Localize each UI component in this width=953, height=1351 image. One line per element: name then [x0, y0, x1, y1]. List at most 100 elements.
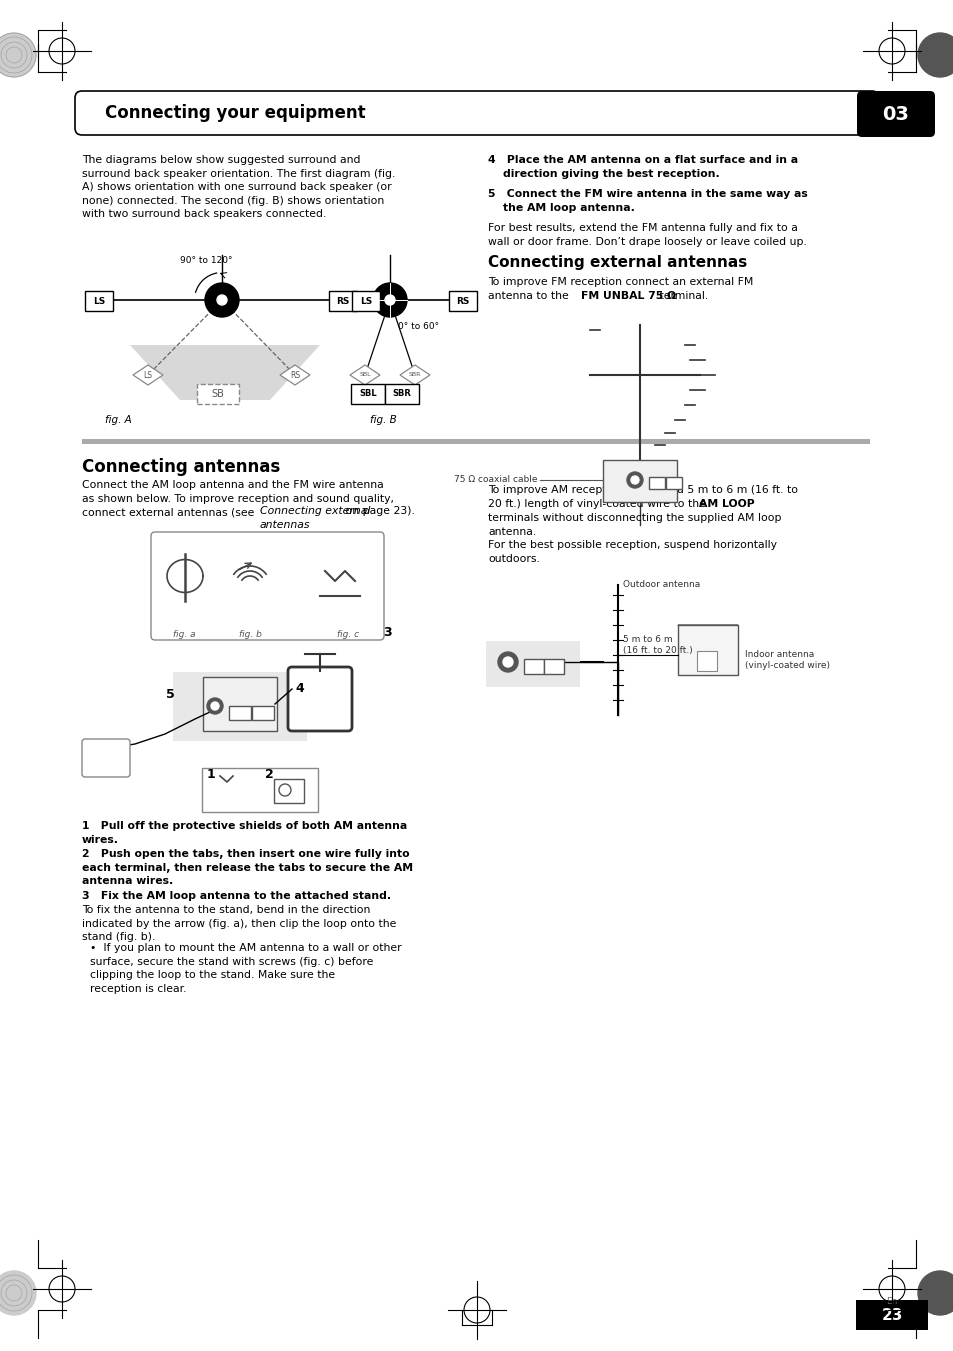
Text: fig. b: fig. b [238, 630, 261, 639]
Text: 1: 1 [207, 767, 215, 781]
Text: 1   Pull off the protective shields of both AM antenna
wires.: 1 Pull off the protective shields of bot… [82, 821, 407, 844]
FancyBboxPatch shape [202, 767, 317, 812]
Text: SB: SB [212, 389, 224, 399]
FancyBboxPatch shape [196, 384, 239, 404]
Text: The diagrams below show suggested surround and
surround back speaker orientation: The diagrams below show suggested surrou… [82, 155, 395, 219]
Text: 2: 2 [265, 767, 274, 781]
Circle shape [216, 295, 227, 305]
Circle shape [385, 295, 395, 305]
Text: Connecting antennas: Connecting antennas [82, 458, 280, 476]
Text: terminals without disconnecting the supplied AM loop
antenna.
For the best possi: terminals without disconnecting the supp… [488, 513, 781, 563]
Circle shape [917, 1271, 953, 1315]
Text: RS: RS [336, 296, 350, 305]
Text: fig. B: fig. B [370, 415, 396, 426]
Text: fig. A: fig. A [105, 415, 132, 426]
FancyBboxPatch shape [229, 707, 251, 720]
Text: Connecting your equipment: Connecting your equipment [105, 104, 365, 122]
Text: SBR: SBR [392, 389, 411, 399]
FancyBboxPatch shape [449, 290, 476, 311]
FancyBboxPatch shape [648, 477, 664, 489]
Polygon shape [399, 365, 430, 385]
Text: Outdoor antenna: Outdoor antenna [622, 580, 700, 589]
FancyBboxPatch shape [203, 677, 276, 731]
Text: Connecting external antennas: Connecting external antennas [488, 255, 746, 270]
Text: 3   Fix the AM loop antenna to the attached stand.: 3 Fix the AM loop antenna to the attache… [82, 892, 391, 901]
Text: fig. a: fig. a [172, 630, 195, 639]
FancyBboxPatch shape [82, 439, 869, 444]
Text: on page 23).: on page 23). [341, 507, 415, 516]
Text: SBL: SBL [359, 389, 376, 399]
Text: LS: LS [92, 296, 105, 305]
Circle shape [205, 282, 239, 317]
Text: SBL: SBL [359, 373, 371, 377]
Text: 3: 3 [382, 626, 392, 639]
Text: 5 m to 6 m
(16 ft. to 20 ft.): 5 m to 6 m (16 ft. to 20 ft.) [622, 635, 692, 655]
FancyBboxPatch shape [274, 780, 304, 802]
FancyBboxPatch shape [329, 290, 356, 311]
Polygon shape [132, 365, 163, 385]
FancyBboxPatch shape [351, 384, 385, 404]
FancyBboxPatch shape [665, 477, 681, 489]
Text: 5: 5 [166, 688, 174, 701]
Circle shape [497, 653, 517, 671]
Text: 0° to 60°: 0° to 60° [397, 322, 438, 331]
FancyBboxPatch shape [288, 667, 352, 731]
FancyBboxPatch shape [543, 659, 563, 674]
FancyBboxPatch shape [523, 659, 543, 674]
Text: LS: LS [359, 296, 372, 305]
Text: RS: RS [290, 370, 300, 380]
FancyBboxPatch shape [85, 290, 112, 311]
Circle shape [0, 1271, 36, 1315]
Text: 5   Connect the FM wire antenna in the same way as
    the AM loop antenna.: 5 Connect the FM wire antenna in the sam… [488, 189, 807, 212]
Circle shape [626, 471, 642, 488]
Circle shape [207, 698, 223, 713]
Polygon shape [678, 626, 738, 661]
Text: terminal.: terminal. [656, 290, 707, 301]
Text: Connect the AM loop antenna and the FM wire antenna
as shown below. To improve r: Connect the AM loop antenna and the FM w… [82, 480, 394, 517]
Circle shape [502, 657, 513, 667]
Text: To fix the antenna to the stand, bend in the direction
indicated by the arrow (f: To fix the antenna to the stand, bend in… [82, 905, 395, 942]
FancyBboxPatch shape [856, 91, 934, 136]
FancyBboxPatch shape [385, 384, 418, 404]
Circle shape [373, 282, 407, 317]
Text: FM UNBAL 75 Ω: FM UNBAL 75 Ω [580, 290, 676, 301]
FancyBboxPatch shape [82, 739, 130, 777]
Text: 4   Place the AM antenna on a flat surface and in a
    direction giving the bes: 4 Place the AM antenna on a flat surface… [488, 155, 798, 178]
Text: 90° to 120°: 90° to 120° [180, 255, 233, 265]
Text: To improve AM reception, connect a 5 m to 6 m (16 ft. to
20 ft.) length of vinyl: To improve AM reception, connect a 5 m t… [488, 485, 797, 508]
FancyBboxPatch shape [485, 640, 579, 688]
Polygon shape [350, 365, 379, 385]
Circle shape [0, 32, 36, 77]
Text: Indoor antenna
(vinyl-coated wire): Indoor antenna (vinyl-coated wire) [744, 650, 829, 670]
Polygon shape [130, 345, 319, 400]
Circle shape [278, 784, 291, 796]
FancyBboxPatch shape [602, 459, 677, 503]
FancyBboxPatch shape [352, 290, 379, 311]
FancyBboxPatch shape [252, 707, 274, 720]
Text: 03: 03 [882, 104, 908, 123]
Polygon shape [280, 365, 310, 385]
Text: •  If you plan to mount the AM antenna to a wall or other
surface, secure the st: • If you plan to mount the AM antenna to… [90, 943, 401, 994]
FancyBboxPatch shape [172, 671, 307, 740]
FancyBboxPatch shape [697, 651, 717, 671]
FancyBboxPatch shape [151, 532, 384, 640]
Text: 4: 4 [294, 682, 303, 694]
Text: 2   Push open the tabs, then insert one wire fully into
each terminal, then rele: 2 Push open the tabs, then insert one wi… [82, 848, 413, 886]
Text: Connecting external
antennas: Connecting external antennas [260, 507, 370, 530]
Text: 23: 23 [881, 1308, 902, 1323]
Text: RS: RS [456, 296, 469, 305]
FancyBboxPatch shape [678, 626, 738, 676]
Circle shape [917, 32, 953, 77]
Circle shape [211, 703, 219, 711]
Circle shape [630, 476, 639, 484]
Text: SBR: SBR [409, 373, 420, 377]
Text: LS: LS [143, 370, 152, 380]
FancyBboxPatch shape [75, 91, 878, 135]
Text: For best results, extend the FM antenna fully and fix to a
wall or door frame. D: For best results, extend the FM antenna … [488, 223, 806, 247]
Text: 75 Ω coaxial cable: 75 Ω coaxial cable [454, 476, 537, 485]
FancyBboxPatch shape [855, 1300, 927, 1329]
Text: fig. c: fig. c [336, 630, 358, 639]
Text: En: En [885, 1297, 897, 1306]
Text: To improve FM reception connect an external FM
antenna to the: To improve FM reception connect an exter… [488, 277, 753, 301]
Text: AM LOOP: AM LOOP [699, 499, 754, 509]
